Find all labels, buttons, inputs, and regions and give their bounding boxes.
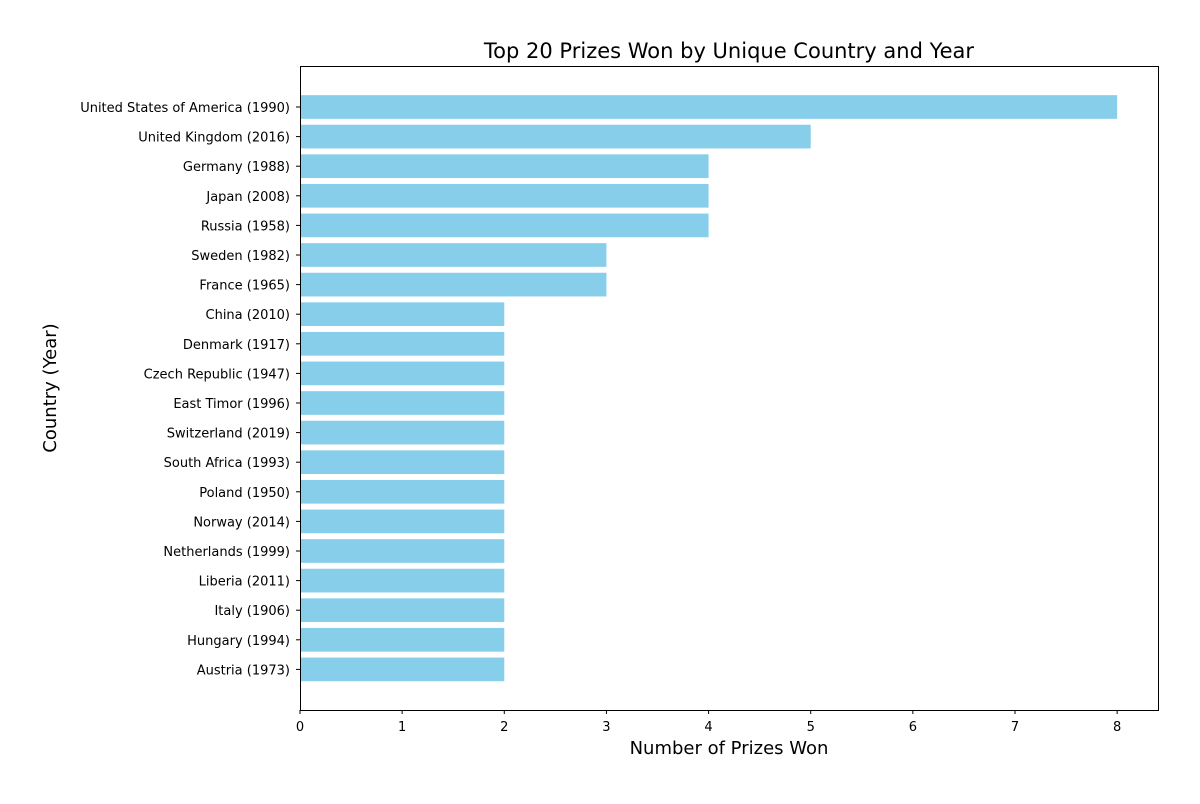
y-tick-label: Russia (1958) [201, 219, 290, 234]
bar [300, 95, 1118, 119]
bar [300, 213, 709, 238]
bar [300, 331, 505, 356]
x-tick-label: 0 [296, 720, 304, 735]
bar [300, 509, 505, 534]
bar [300, 450, 505, 475]
bar [300, 302, 505, 327]
bar [300, 124, 811, 149]
bar [300, 627, 505, 652]
bar [300, 391, 505, 415]
y-tick-label: United Kingdom (2016) [138, 131, 290, 146]
y-tick-label: Czech Republic (1947) [144, 367, 290, 382]
bar [300, 272, 607, 297]
bar [300, 154, 709, 179]
x-axis-title: Number of Prizes Won [630, 738, 829, 759]
x-tick-label: 3 [602, 720, 610, 735]
bar [300, 568, 505, 593]
x-tick-label: 2 [500, 720, 508, 735]
y-tick-label: Denmark (1917) [183, 338, 290, 353]
bar [300, 657, 505, 682]
y-tick-label: United States of America (1990) [80, 101, 290, 116]
plot-area-frame [300, 66, 1159, 711]
y-tick-label: Sweden (1982) [191, 249, 290, 264]
y-tick-label: Hungary (1994) [187, 634, 290, 649]
x-tick-label: 8 [1113, 720, 1121, 735]
y-tick-label: Austria (1973) [197, 663, 290, 678]
bar [300, 479, 505, 504]
y-tick-label: Liberia (2011) [199, 575, 290, 590]
y-tick-label: Switzerland (2019) [167, 427, 290, 442]
y-tick-label: Japan (2008) [205, 190, 290, 205]
x-tick-label: 6 [909, 720, 917, 735]
y-axis-ticks: United States of America (1990) United Ki… [80, 101, 300, 678]
y-tick-label: Netherlands (1999) [163, 545, 290, 560]
chart-title: Top 20 Prizes Won by Unique Country and … [483, 39, 974, 63]
y-tick-label: Italy (1906) [214, 604, 290, 619]
y-tick-label: Norway (2014) [193, 515, 290, 530]
y-tick-label: Germany (1988) [183, 160, 290, 175]
bar [300, 183, 709, 208]
bar [300, 539, 505, 563]
bar [300, 361, 505, 386]
y-tick-label: Poland (1950) [199, 486, 290, 501]
y-tick-label: South Africa (1993) [164, 456, 290, 471]
bar [300, 243, 607, 267]
y-tick-label: China (2010) [206, 308, 291, 323]
x-tick-label: 5 [807, 720, 815, 735]
x-tick-label: 7 [1011, 720, 1019, 735]
x-tick-label: 1 [398, 720, 406, 735]
bar [300, 420, 505, 445]
y-tick-label: East Timor (1996) [173, 397, 290, 412]
bars-group [300, 95, 1118, 682]
x-tick-label: 4 [704, 720, 712, 735]
y-tick-label: France (1965) [199, 279, 290, 294]
bar [300, 598, 505, 623]
x-axis-ticks: 0 1 2 3 4 5 6 7 8 [296, 710, 1121, 735]
y-axis-title: Country (Year) [40, 323, 61, 452]
